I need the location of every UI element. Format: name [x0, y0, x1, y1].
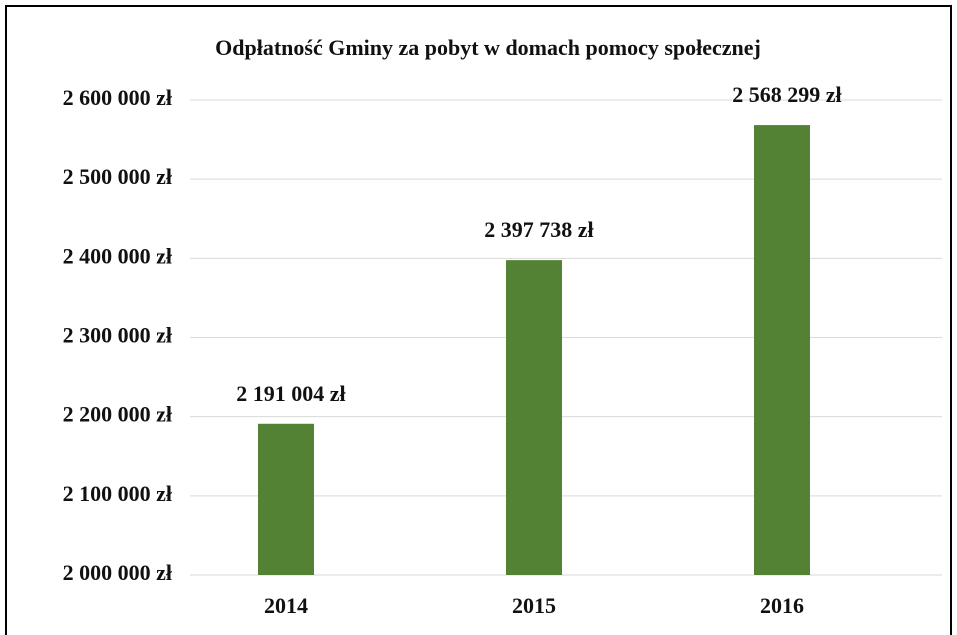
y-tick-label: 2 200 000 zł [63, 402, 172, 427]
data-label: 2 397 738 zł [484, 217, 593, 242]
y-tick-label: 2 100 000 zł [63, 481, 172, 506]
x-tick-label: 2015 [512, 593, 556, 618]
data-label: 2 568 299 zł [732, 82, 841, 107]
bar [258, 423, 314, 575]
x-tick-label: 2016 [760, 593, 804, 618]
bar [754, 125, 810, 576]
chart-title: Odpłatność Gminy za pobyt w domach pomoc… [215, 35, 761, 60]
y-tick-label: 2 300 000 zł [63, 323, 172, 348]
bar [506, 260, 562, 575]
x-tick-label: 2014 [264, 593, 308, 618]
y-tick-label: 2 500 000 zł [63, 164, 172, 189]
y-tick-label: 2 000 000 zł [63, 560, 172, 585]
data-label: 2 191 004 zł [236, 381, 345, 406]
y-tick-label: 2 600 000 zł [63, 85, 172, 110]
y-tick-label: 2 400 000 zł [63, 243, 172, 268]
